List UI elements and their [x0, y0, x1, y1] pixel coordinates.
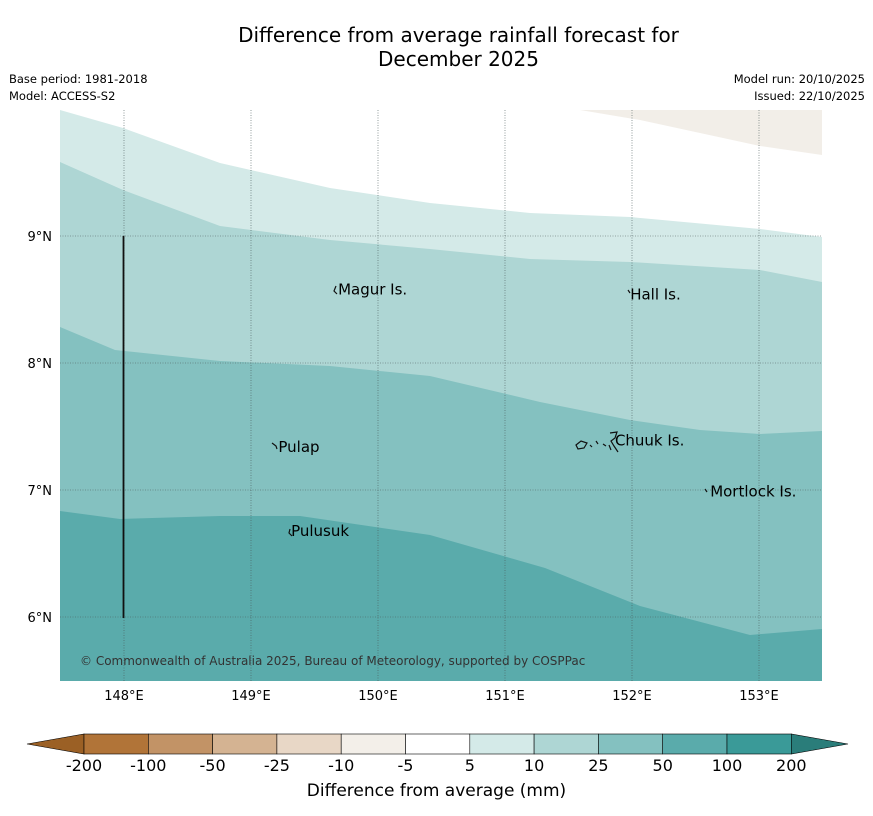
colorbar-tick-label: -100 [130, 756, 167, 775]
meta-left: Base period: 1981-2018 Model: ACCESS-S2 [9, 71, 148, 105]
pulap-island-shape [271, 442, 278, 450]
colorbar-tick-label: -10 [328, 756, 355, 775]
band-50-to-100 [60, 511, 822, 681]
model-name: Model: ACCESS-S2 [9, 89, 116, 103]
place-label: Magur Is. [338, 281, 407, 299]
lon-tick-label: 153°E [739, 689, 779, 704]
pulusuk-island-shape [288, 528, 293, 537]
lon-tick-label: 152°E [612, 689, 652, 704]
lon-tick-label: 150°E [358, 689, 398, 704]
colorbar-extend-high [790, 733, 849, 755]
colorbar-swatch [533, 733, 599, 755]
islands [271, 285, 708, 537]
lat-tick-label: 6°N [28, 611, 53, 626]
colorbar-extend-low [26, 733, 85, 755]
magur-island-shape [333, 285, 338, 295]
colorbar-swatch [83, 733, 149, 755]
lat-tick-label: 8°N [28, 357, 53, 372]
colorbar-title: Difference from average (mm) [306, 781, 567, 801]
place-label: Pulap [278, 438, 319, 456]
title-line-2: December 2025 [378, 47, 539, 71]
colorbar-swatch [276, 733, 342, 755]
colorbar-swatch [662, 733, 728, 755]
lon-tick-label: 148°E [104, 689, 144, 704]
colorbar-tick-label: -50 [199, 756, 226, 775]
axis-labels: 148°E 149°E 150°E 151°E 152°E 153°E 9°N 8°N 7°N 6… [28, 230, 779, 704]
mortlock-island-shape [704, 488, 708, 493]
lon-tick-label: 151°E [485, 689, 525, 704]
colorbar [26, 733, 849, 755]
colorbar-tick-label: -5 [397, 756, 414, 775]
place-labels: Magur Is. Hall Is. Pulap Chuuk Is. Mortlock … [278, 281, 796, 540]
lat-tick-label: 9°N [28, 230, 53, 245]
title-line-1: Difference from average rainfall forecas… [238, 23, 679, 47]
colorbar-swatch [405, 733, 471, 755]
colorbar-tick-label: 100 [711, 756, 743, 775]
hall-island-shape [627, 289, 631, 294]
colorbar-tick-label: 10 [523, 756, 545, 775]
place-label: Chuuk Is. [615, 432, 684, 450]
colorbar-tick-label: 50 [652, 756, 673, 775]
colorbar-tick-label: 25 [588, 756, 609, 775]
colorbar-swatch [148, 733, 213, 755]
place-label: Pulusuk [291, 522, 349, 540]
colorbar-swatch [726, 733, 792, 755]
colorbar-tick-label: -200 [65, 756, 103, 775]
colorbar-tick-label: 5 [464, 756, 475, 775]
lon-tick-label: 149°E [231, 689, 271, 704]
colorbar-swatch [598, 733, 664, 755]
colorbar-tick-label: -25 [263, 756, 290, 775]
map-title: Difference from average rainfall forecas… [0, 23, 873, 71]
model-run: Model run: 20/10/2025 [733, 72, 865, 86]
colorbar-swatch [212, 733, 278, 755]
place-label: Mortlock Is. [710, 483, 796, 501]
colorbar-swatch [340, 733, 406, 755]
meta-right: Model run: 20/10/2025 Issued: 22/10/2025 [734, 71, 865, 105]
chuuk-lagoon-shape [575, 431, 619, 453]
colorbar-tick-label: 200 [776, 756, 807, 775]
place-label: Hall Is. [630, 286, 681, 304]
colorbar-swatch [469, 733, 535, 755]
lat-tick-label: 7°N [28, 484, 53, 499]
band-neg10-to-neg5 [580, 110, 822, 155]
issued-date: Issued: 22/10/2025 [754, 89, 865, 103]
copyright-note: © Commonwealth of Australia 2025, Bureau… [80, 654, 585, 668]
base-period: Base period: 1981-2018 [9, 72, 148, 86]
